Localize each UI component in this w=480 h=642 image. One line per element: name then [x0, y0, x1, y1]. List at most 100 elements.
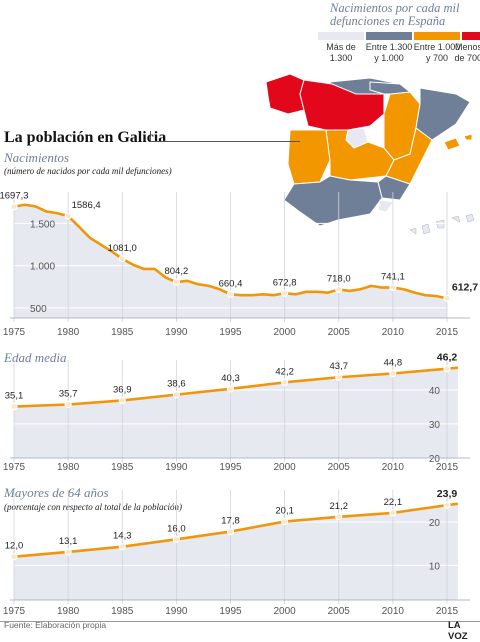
map-region-cataluna — [415, 87, 471, 141]
data-point — [118, 396, 126, 405]
data-point — [172, 278, 180, 286]
data-label: 13,1 — [59, 536, 78, 547]
x-tick-label: 1980 — [57, 327, 80, 338]
x-tick-label: 2000 — [274, 327, 297, 338]
y-tick-label: 1.000 — [30, 262, 55, 273]
data-label: 660,4 — [219, 278, 243, 289]
x-tick-label: 2015 — [436, 606, 459, 617]
x-tick-label: 1990 — [165, 606, 188, 617]
data-point — [226, 290, 235, 298]
map-region-andalucia — [283, 175, 383, 227]
x-tick-label: 2005 — [328, 327, 351, 338]
data-label: 44,8 — [384, 357, 403, 368]
data-label: 1697,3 — [0, 191, 29, 202]
x-tick-label: 2000 — [274, 462, 297, 473]
series-line — [13, 366, 458, 408]
data-label: 1586,4 — [72, 200, 101, 211]
y-tick-label: 500 — [30, 304, 47, 315]
data-point — [335, 373, 343, 381]
data-label: 42,2 — [275, 366, 294, 377]
data-point — [335, 513, 343, 521]
legend-swatch-1300-1000 — [366, 32, 412, 40]
x-tick-label: 1975 — [3, 327, 26, 338]
data-label: 12,0 — [5, 541, 24, 552]
x-tick-label: 1995 — [219, 462, 242, 473]
y-tick-label: 1.500 — [30, 219, 55, 230]
x-tick-label: 1980 — [57, 606, 80, 617]
legend-label-less-700: Menos de 700 — [454, 42, 480, 63]
map-region-galicia — [265, 73, 305, 115]
chart1-subtitle: (número de nacidos por cada mil defuncio… — [4, 166, 172, 176]
data-point — [64, 212, 72, 220]
map-region-navarra — [369, 81, 412, 95]
x-tick-label: 1995 — [219, 606, 242, 617]
data-label: 804,2 — [164, 266, 188, 277]
data-label: 672,8 — [273, 277, 297, 288]
data-point — [10, 553, 18, 561]
legend-label-1300-1000: Entre 1.300 y 1.000 — [365, 42, 413, 63]
data-label: 1081,0 — [108, 243, 137, 254]
map-region-extremadura — [287, 129, 331, 185]
data-point — [118, 543, 126, 551]
data-label: 16,0 — [167, 523, 186, 534]
data-label: 612,7 — [452, 281, 478, 293]
data-point — [389, 283, 397, 292]
y-tick-label: 20 — [429, 454, 441, 465]
y-tick-label: 10 — [429, 561, 441, 572]
chart3-title: Mayores de 64 años — [4, 485, 109, 500]
x-tick-label: 2010 — [382, 462, 405, 473]
map-region-castilla-leon — [299, 79, 385, 131]
data-point — [389, 369, 397, 378]
x-tick-label: 2015 — [436, 462, 459, 473]
map-region-baleares — [443, 133, 473, 151]
data-label: 741,1 — [381, 271, 405, 282]
title-rule-tick — [150, 131, 151, 142]
data-point — [443, 501, 451, 509]
footer-rule — [0, 621, 480, 622]
x-tick-label: 1990 — [165, 462, 188, 473]
x-tick-label: 1980 — [57, 462, 80, 473]
data-point — [443, 365, 451, 373]
map-title: Nacimientos por cada mil defunciones en … — [330, 1, 460, 28]
chart-mayores-64: 10 20 1975 1980 1985 1990 1995 2000 2005 2010 2015… — [3, 488, 470, 617]
data-label: 38,6 — [167, 379, 186, 390]
data-label: 35,1 — [5, 391, 24, 402]
data-label: 23,9 — [437, 488, 458, 500]
data-label: 35,7 — [59, 389, 78, 400]
x-tick-label: 1985 — [111, 462, 134, 473]
legend-swatch-1000-700 — [414, 32, 460, 40]
data-label: 20,1 — [275, 506, 294, 517]
x-tick-label: 1975 — [3, 462, 26, 473]
chart1-title: Nacimientos — [4, 150, 69, 165]
x-tick-label: 2005 — [328, 606, 351, 617]
data-point — [281, 289, 289, 297]
legend-swatch-more-1300 — [318, 32, 364, 40]
data-point — [172, 535, 180, 543]
x-tick-label: 2000 — [274, 606, 297, 617]
data-label: 36,9 — [113, 384, 132, 395]
chart-edad-media: 20 30 40 1975 1980 1985 1990 1995 2000 2005 2010 20… — [3, 352, 470, 473]
data-label: 718,0 — [327, 273, 351, 284]
y-tick-label: 20 — [429, 518, 441, 529]
legend-label-more-1300: Más de 1.300 — [326, 42, 356, 63]
map-region-canarias — [409, 213, 475, 235]
legend-label-1000-700: Entre 1.000 y 700 — [413, 42, 461, 63]
series-line — [13, 502, 458, 558]
map-region-light-south — [377, 199, 395, 213]
data-point — [443, 294, 451, 302]
data-point — [172, 391, 180, 399]
data-point — [226, 527, 235, 536]
data-label: 14,3 — [113, 531, 132, 542]
x-tick-label: 2010 — [382, 606, 405, 617]
x-tick-label: 1985 — [111, 327, 134, 338]
data-label: 43,7 — [330, 361, 349, 372]
data-label: 21,2 — [330, 501, 349, 512]
data-label: 22,1 — [384, 497, 403, 508]
x-tick-label: 1985 — [111, 606, 134, 617]
x-tick-label: 1990 — [165, 327, 188, 338]
data-point — [64, 548, 72, 556]
x-tick-label: 2015 — [436, 327, 459, 338]
chart2-title: Edad media — [4, 350, 67, 365]
data-point — [389, 509, 397, 517]
x-tick-label: 2010 — [382, 327, 405, 338]
